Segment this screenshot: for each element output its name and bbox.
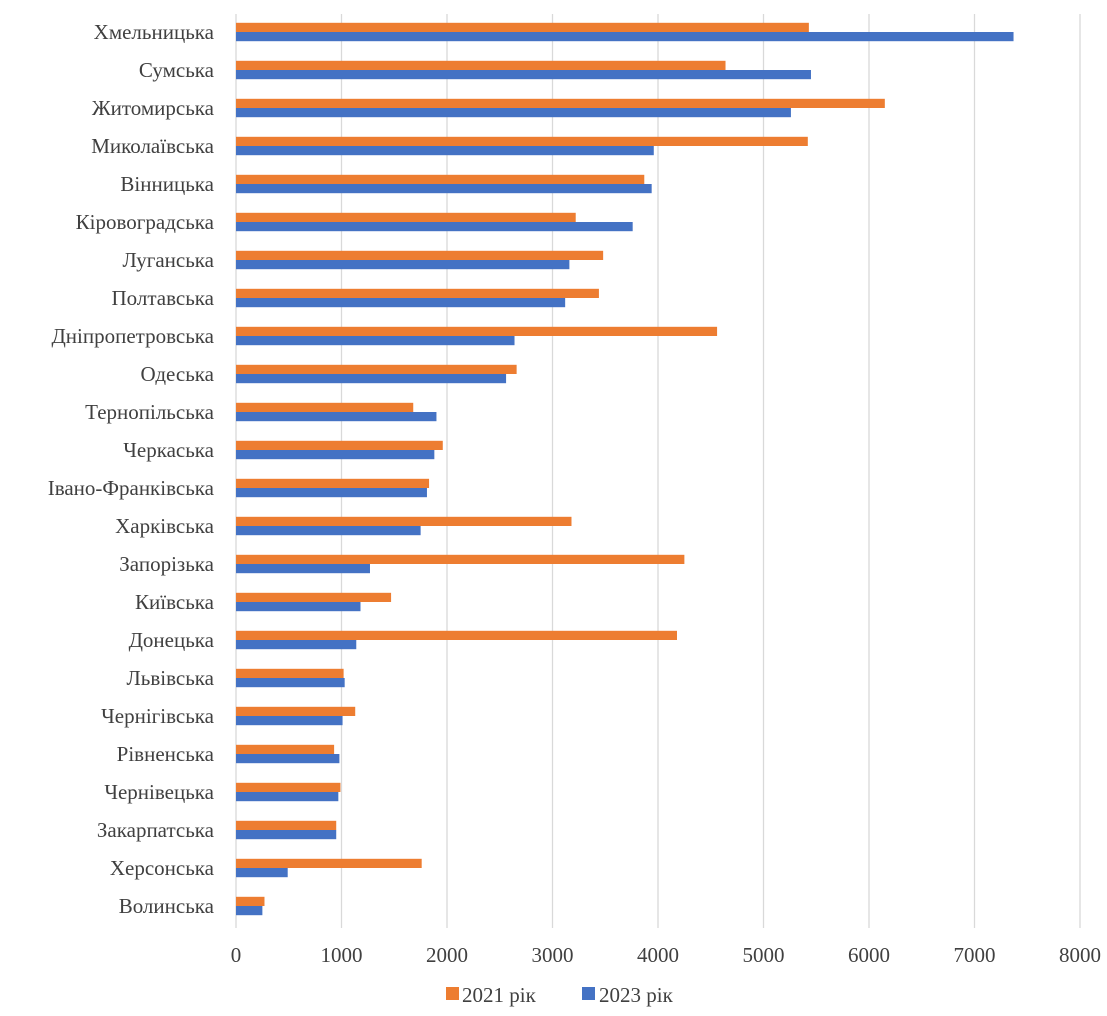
bar-2021: [236, 896, 265, 906]
bar-2023: [236, 792, 339, 802]
bar-2021: [236, 364, 517, 374]
bar-2021: [236, 744, 335, 754]
bar-2021: [236, 288, 599, 298]
category-label: Рівненська: [117, 742, 215, 766]
x-tick-label: 2000: [426, 943, 468, 967]
bar-2023: [236, 336, 515, 346]
category-label: Запорізька: [119, 552, 214, 576]
x-axis-ticks: 0 1000 2000 3000 4000 5000 6000 7000 8000: [231, 943, 1101, 967]
category-label: Чернігівська: [101, 704, 215, 728]
bar-2023: [236, 374, 507, 384]
bar-2023: [236, 184, 652, 194]
category-label: Тернопільська: [85, 400, 214, 424]
bar-2023: [236, 260, 570, 270]
x-tick-label: 0: [231, 943, 242, 967]
bar-2023: [236, 222, 633, 232]
bar-2023: [236, 906, 263, 916]
bar-2023: [236, 412, 437, 422]
category-label: Сумська: [139, 58, 215, 82]
bar-2021: [236, 174, 645, 184]
category-label: Одеська: [140, 362, 214, 386]
x-tick-label: 8000: [1059, 943, 1101, 967]
x-tick-label: 1000: [321, 943, 363, 967]
bar-2021: [236, 250, 604, 260]
bar-2023: [236, 716, 343, 726]
bar-2023: [236, 830, 337, 840]
category-label: Херсонська: [110, 856, 215, 880]
category-label: Чернівецька: [104, 780, 214, 804]
legend: 2021 рік 2023 рік: [446, 983, 674, 1007]
bar-2023: [236, 640, 357, 650]
category-label: Миколаївська: [91, 134, 214, 158]
category-label: Полтавська: [111, 286, 214, 310]
category-label: Хмельницька: [94, 20, 215, 44]
bar-2021: [236, 706, 356, 716]
category-label: Житомирська: [92, 96, 215, 120]
category-label: Черкаська: [123, 438, 214, 462]
bar-2023: [236, 564, 370, 574]
bar-2023: [236, 526, 421, 536]
x-tick-label: 5000: [743, 943, 785, 967]
bar-2023: [236, 108, 791, 118]
category-label: Волинська: [119, 894, 215, 918]
category-label: Закарпатська: [97, 818, 215, 842]
bar-2021: [236, 440, 443, 450]
category-label: Вінницька: [120, 172, 214, 196]
category-label: Київська: [135, 590, 215, 614]
bar-2021: [236, 22, 809, 32]
category-label: Івано-Франківська: [48, 476, 215, 500]
legend-label: 2023 рік: [599, 983, 674, 1007]
bar-2023: [236, 754, 340, 764]
bar-2021: [236, 554, 685, 564]
gridlines: [235, 14, 1081, 928]
bar-2021: [236, 782, 341, 792]
legend-label: 2021 рік: [462, 983, 537, 1007]
bar-2021: [236, 60, 726, 70]
bar-2021: [236, 98, 885, 108]
category-label: Кіровоградська: [76, 210, 215, 234]
category-label: Луганська: [123, 248, 215, 272]
legend-swatch: [446, 987, 459, 1000]
x-tick-label: 4000: [637, 943, 679, 967]
bar-2021: [236, 630, 677, 640]
category-label: Харківська: [115, 514, 215, 538]
bar-2023: [236, 298, 566, 308]
bar-2023: [236, 70, 811, 80]
bar-2021: [236, 668, 344, 678]
bar-2021: [236, 326, 718, 336]
bar-2023: [236, 678, 345, 688]
x-tick-label: 6000: [848, 943, 890, 967]
category-labels: Хмельницька Сумська Житомирська Миколаївськ…: [48, 20, 215, 918]
legend-swatch: [582, 987, 595, 1000]
category-label: Донецька: [129, 628, 215, 652]
bar-2021: [236, 858, 422, 868]
bar-2023: [236, 868, 288, 878]
bar-2021: [236, 212, 576, 222]
bar-2023: [236, 146, 654, 156]
bar-2021: [236, 478, 430, 488]
category-label: Дніпропетровська: [51, 324, 214, 348]
bar-2021: [236, 402, 414, 412]
x-tick-label: 7000: [954, 943, 996, 967]
bar-2021: [236, 136, 808, 146]
bar-2023: [236, 602, 361, 612]
bar-2023: [236, 450, 435, 460]
bar-2021: [236, 820, 337, 830]
category-label: Львівська: [127, 666, 215, 690]
bar-2021: [236, 592, 392, 602]
bar-2021: [236, 516, 572, 526]
x-tick-label: 3000: [532, 943, 574, 967]
bar-2023: [236, 488, 427, 498]
bar-2023: [236, 32, 1014, 42]
bars: [236, 22, 1014, 916]
